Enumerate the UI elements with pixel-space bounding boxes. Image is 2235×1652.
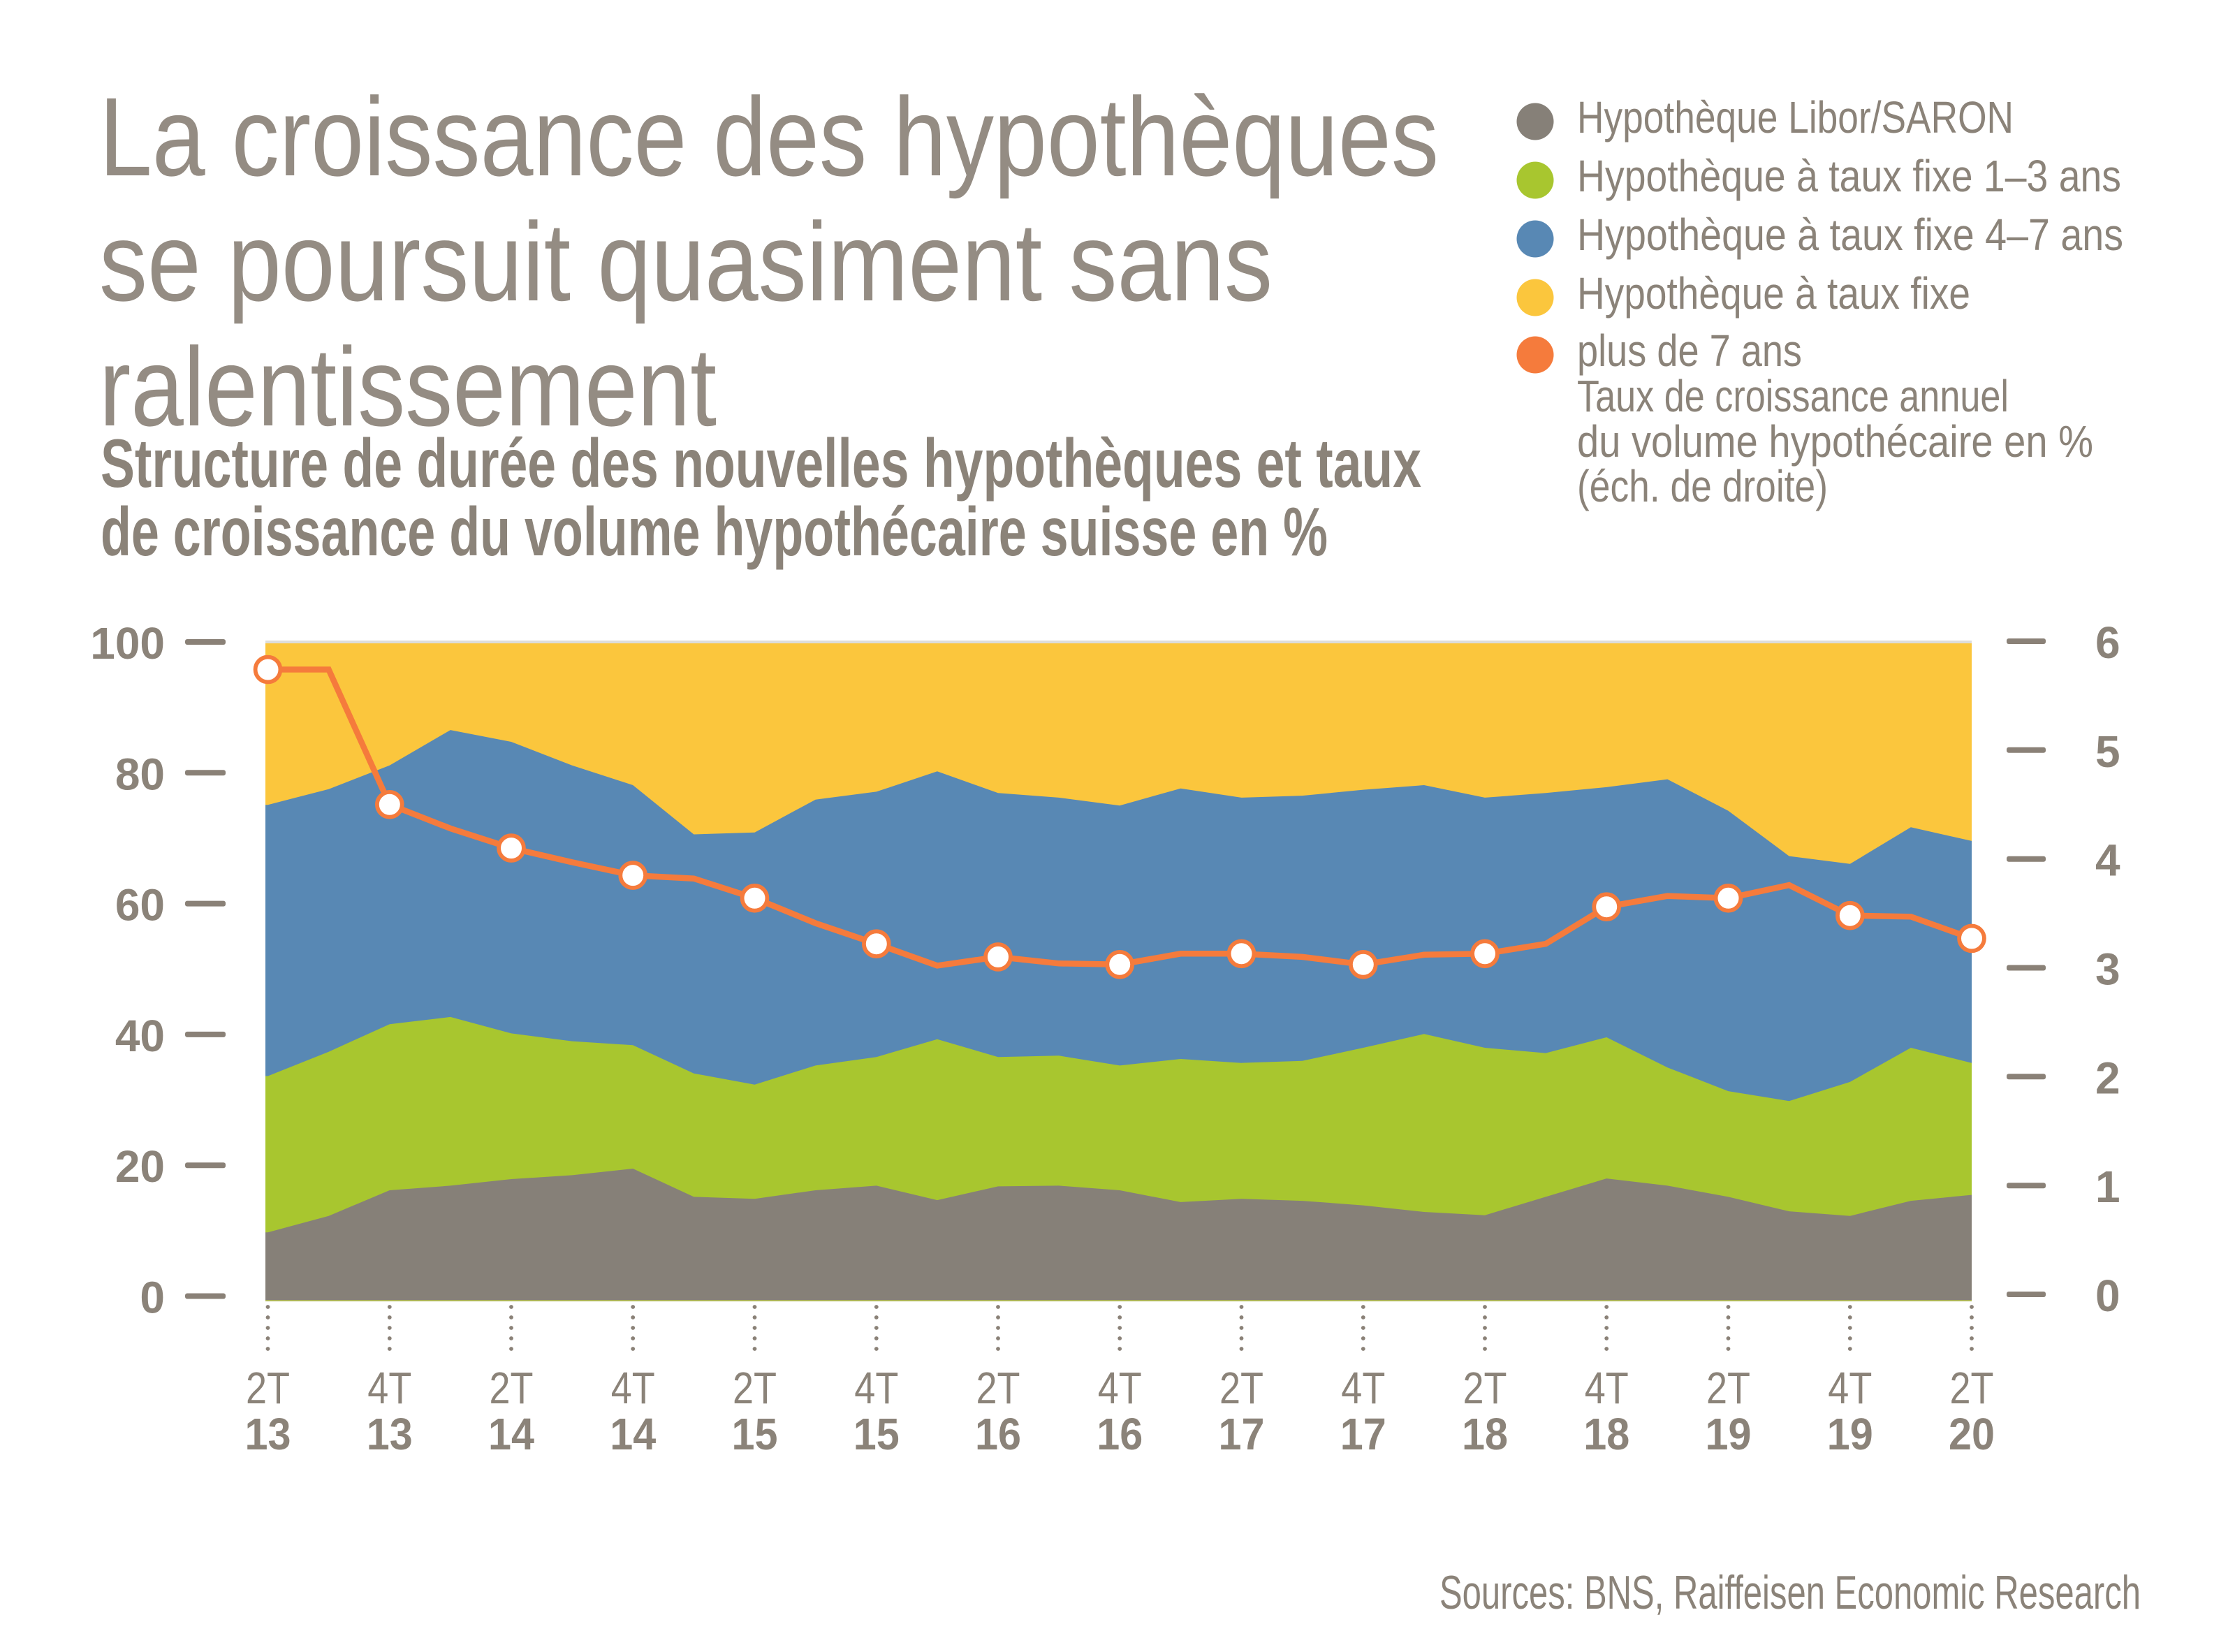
svg-text:du volume hypothécaire en %: du volume hypothécaire en % — [1577, 416, 2093, 467]
svg-text:100: 100 — [90, 618, 165, 668]
svg-text:80: 80 — [115, 749, 165, 799]
svg-text:15: 15 — [732, 1409, 778, 1459]
svg-text:14: 14 — [610, 1409, 656, 1459]
svg-text:0: 0 — [2095, 1271, 2120, 1321]
svg-text:13: 13 — [367, 1409, 413, 1459]
svg-text:0: 0 — [140, 1273, 165, 1323]
svg-text:4T: 4T — [611, 1363, 655, 1413]
svg-text:4T: 4T — [1341, 1363, 1385, 1413]
svg-text:19: 19 — [1827, 1409, 1873, 1459]
svg-text:14: 14 — [488, 1409, 534, 1459]
svg-text:17: 17 — [1219, 1409, 1265, 1459]
svg-text:4T: 4T — [1098, 1363, 1142, 1413]
svg-text:4: 4 — [2095, 835, 2120, 886]
svg-text:13: 13 — [245, 1409, 291, 1459]
svg-text:2T: 2T — [733, 1363, 777, 1413]
svg-text:Hypothèque à taux fixe 1–3 ans: Hypothèque à taux fixe 1–3 ans — [1577, 151, 2121, 201]
svg-text:6: 6 — [2095, 617, 2120, 668]
svg-text:de croissance du volume hypoth: de croissance du volume hypothécaire sui… — [101, 493, 1328, 570]
svg-text:2: 2 — [2095, 1053, 2120, 1103]
svg-text:18: 18 — [1583, 1409, 1629, 1459]
svg-text:4T: 4T — [1828, 1363, 1872, 1413]
svg-text:2T: 2T — [1463, 1363, 1507, 1413]
svg-text:Hypothèque Libor/SARON: Hypothèque Libor/SARON — [1577, 92, 2014, 142]
svg-text:18: 18 — [1462, 1409, 1508, 1459]
svg-text:Hypothèque à taux fixe: Hypothèque à taux fixe — [1577, 268, 1970, 319]
svg-text:(éch. de droite): (éch. de droite) — [1577, 461, 1828, 511]
svg-text:2T: 2T — [1950, 1363, 1994, 1413]
svg-text:3: 3 — [2095, 944, 2120, 995]
svg-text:ralentissement: ralentissement — [99, 324, 717, 449]
svg-text:16: 16 — [1097, 1409, 1143, 1459]
svg-text:20: 20 — [115, 1141, 165, 1192]
svg-text:15: 15 — [853, 1409, 900, 1459]
svg-text:Sources: BNS, Raiffeisen Econo: Sources: BNS, Raiffeisen Economic Resear… — [1439, 1566, 2141, 1619]
svg-text:60: 60 — [115, 880, 165, 930]
svg-text:20: 20 — [1949, 1409, 1995, 1459]
svg-text:4T: 4T — [854, 1363, 898, 1413]
svg-text:5: 5 — [2095, 726, 2120, 777]
svg-text:2T: 2T — [976, 1363, 1020, 1413]
svg-text:4T: 4T — [1585, 1363, 1629, 1413]
svg-text:19: 19 — [1706, 1409, 1752, 1459]
svg-text:2T: 2T — [1706, 1363, 1750, 1413]
svg-text:1: 1 — [2095, 1162, 2120, 1212]
svg-text:4T: 4T — [367, 1363, 411, 1413]
svg-text:plus de 7 ans: plus de 7 ans — [1577, 326, 1802, 376]
svg-text:2T: 2T — [246, 1363, 290, 1413]
svg-text:2T: 2T — [490, 1363, 534, 1413]
svg-text:Structure de durée des nouvell: Structure de durée des nouvelles hypothè… — [101, 425, 1421, 502]
svg-text:Hypothèque à taux fixe 4–7 ans: Hypothèque à taux fixe 4–7 ans — [1577, 210, 2123, 260]
svg-text:40: 40 — [115, 1011, 165, 1061]
svg-text:Taux de croissance annuel: Taux de croissance annuel — [1577, 371, 2009, 421]
svg-text:16: 16 — [975, 1409, 1021, 1459]
svg-text:2T: 2T — [1219, 1363, 1263, 1413]
svg-text:se poursuit quasiment sans: se poursuit quasiment sans — [99, 199, 1273, 324]
svg-text:17: 17 — [1340, 1409, 1386, 1459]
svg-text:La croissance des hypothèques: La croissance des hypothèques — [99, 74, 1439, 199]
